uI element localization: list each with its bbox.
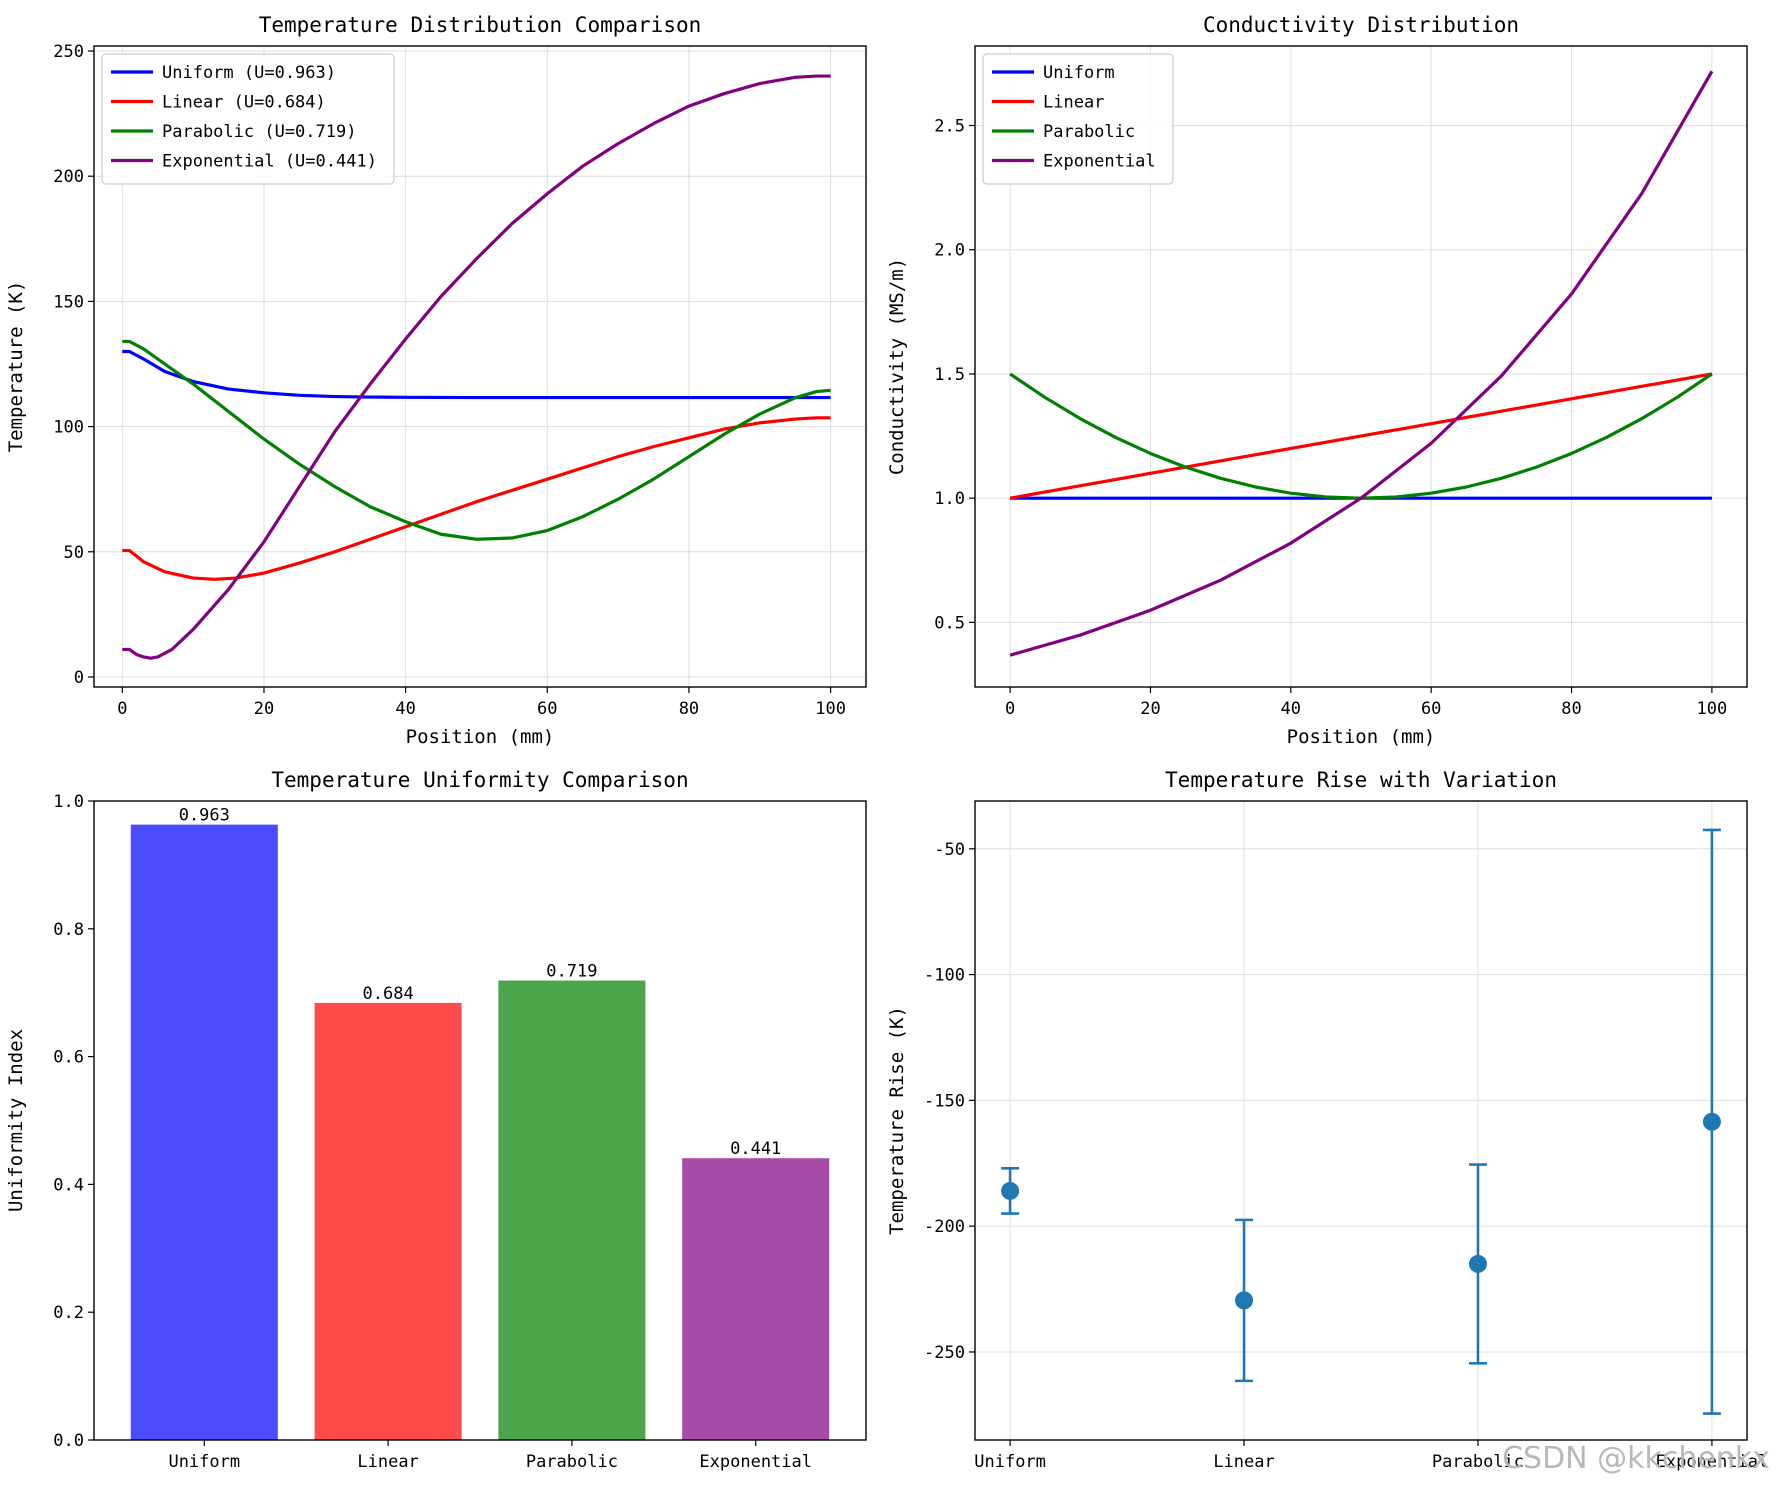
- y-tick-label: 0: [74, 668, 84, 688]
- y-tick-label: -150: [924, 1091, 965, 1111]
- y-tick-label: 50: [64, 543, 84, 563]
- x-axis-label: Position (mm): [406, 726, 555, 748]
- bar-linear: [314, 1002, 462, 1440]
- y-tick-label: 0.6: [53, 1048, 84, 1068]
- legend-entry: Linear: [1043, 93, 1104, 113]
- mean-point-exponential: [1702, 1112, 1721, 1131]
- x-tick-label: 80: [1561, 699, 1581, 719]
- y-tick-label: 200: [53, 167, 84, 187]
- axes-frame: [974, 800, 1748, 1441]
- axes-frame: [93, 45, 867, 688]
- x-tick-label: Linear: [357, 1452, 418, 1472]
- legend-entry: Uniform: [1043, 63, 1115, 83]
- series-line-parabolic: [122, 339, 831, 541]
- legend-entry: Parabolic: [1043, 122, 1135, 142]
- chart-title: Temperature Rise with Variation: [1165, 768, 1557, 792]
- bar-value-label: 0.684: [363, 984, 414, 1004]
- legend-box: [101, 53, 395, 185]
- x-axis-label: Position (mm): [1287, 726, 1436, 748]
- y-axis-label: Uniformity Index: [5, 1029, 27, 1212]
- x-tick-label: 100: [1697, 699, 1728, 719]
- series-line-exponential: [122, 74, 831, 660]
- legend-box: [982, 53, 1174, 185]
- bar-exponential: [682, 1158, 830, 1440]
- x-tick-label: Exponential: [699, 1452, 812, 1472]
- mean-point-linear: [1235, 1291, 1254, 1310]
- mean-point-parabolic: [1468, 1254, 1487, 1273]
- y-tick-label: 1.0: [934, 489, 965, 509]
- y-tick-label: 1.5: [934, 365, 965, 385]
- y-tick-label: -200: [924, 1217, 965, 1237]
- x-tick-label: 20: [1140, 699, 1160, 719]
- panel-4: -250 -200 -150 -100 -50 Temperature Rise (K) U…: [886, 768, 1768, 1472]
- legend-entry: Exponential (U=0.441): [162, 152, 377, 172]
- legend-entry: Parabolic (U=0.719): [162, 122, 356, 142]
- x-tick-label: Uniform: [974, 1452, 1046, 1472]
- x-tick-label: Exponential: [1656, 1452, 1769, 1472]
- y-axis-label: Conductivity (MS/m): [886, 258, 908, 475]
- bar-value-label: 0.441: [730, 1139, 781, 1159]
- x-tick-label: Parabolic: [526, 1452, 618, 1472]
- series-line-uniform: [122, 349, 831, 400]
- y-tick-label: -50: [934, 840, 965, 860]
- y-tick-label: 250: [53, 42, 84, 62]
- bar-value-label: 0.963: [179, 806, 230, 826]
- legend-entry: Linear (U=0.684): [162, 93, 326, 113]
- x-tick-label: 20: [254, 699, 274, 719]
- watermark: CSDN @kkchenkx: [1502, 1441, 1770, 1476]
- chart-title: Temperature Distribution Comparison: [259, 13, 702, 37]
- chart-title: Conductivity Distribution: [1203, 13, 1519, 37]
- panel-1: 0 50 100 150 200 250 Temperature (K) 0 20 40 60 80 1…: [5, 13, 867, 748]
- x-tick-label: 40: [395, 699, 415, 719]
- panel-2: 0.5 1.0 1.5 2.0 2.5 Conductivity (MS/m) 0 20 40 6…: [886, 13, 1748, 748]
- y-tick-label: -250: [924, 1343, 965, 1363]
- y-tick-label: 0.5: [934, 613, 965, 633]
- y-tick-label: 0.2: [53, 1303, 84, 1323]
- bar-uniform: [130, 824, 278, 1440]
- x-tick-label: 60: [1421, 699, 1441, 719]
- y-tick-label: 2.5: [934, 117, 965, 137]
- y-tick-label: 150: [53, 292, 84, 312]
- chart-title: Temperature Uniformity Comparison: [271, 768, 688, 792]
- y-axis-label: Temperature Rise (K): [886, 1006, 908, 1235]
- x-tick-label: 0: [117, 699, 127, 719]
- y-tick-label: 0.4: [53, 1175, 84, 1195]
- axes-frame: [93, 800, 867, 1441]
- x-tick-label: 100: [815, 699, 846, 719]
- axes-frame: [974, 45, 1748, 688]
- y-tick-label: 100: [53, 418, 84, 438]
- x-tick-label: 60: [537, 699, 557, 719]
- legend-entry: Uniform (U=0.963): [162, 63, 336, 83]
- y-tick-label: -100: [924, 966, 965, 986]
- panel-3: 0.0 0.2 0.4 0.6 0.8 1.0 Uniformity Index 0.963 0…: [5, 768, 867, 1472]
- bar-value-label: 0.719: [546, 962, 597, 982]
- x-tick-label: Uniform: [168, 1452, 240, 1472]
- x-tick-label: 40: [1281, 699, 1301, 719]
- x-tick-label: 80: [679, 699, 699, 719]
- series-line-exponential: [1009, 70, 1714, 657]
- bar-parabolic: [498, 980, 646, 1440]
- mean-point-uniform: [1001, 1181, 1020, 1200]
- x-tick-label: Linear: [1213, 1452, 1274, 1472]
- legend-entry: Exponential: [1043, 152, 1156, 172]
- y-tick-label: 0.0: [53, 1431, 84, 1451]
- x-tick-label: Parabolic: [1432, 1452, 1524, 1472]
- series-line-linear: [1009, 372, 1713, 500]
- series-line-linear: [122, 416, 831, 581]
- y-tick-label: 1.0: [53, 792, 84, 812]
- y-tick-label: 0.8: [53, 920, 84, 940]
- y-tick-label: 2.0: [934, 241, 965, 261]
- x-tick-label: 0: [1005, 699, 1015, 719]
- y-axis-label: Temperature (K): [5, 281, 27, 453]
